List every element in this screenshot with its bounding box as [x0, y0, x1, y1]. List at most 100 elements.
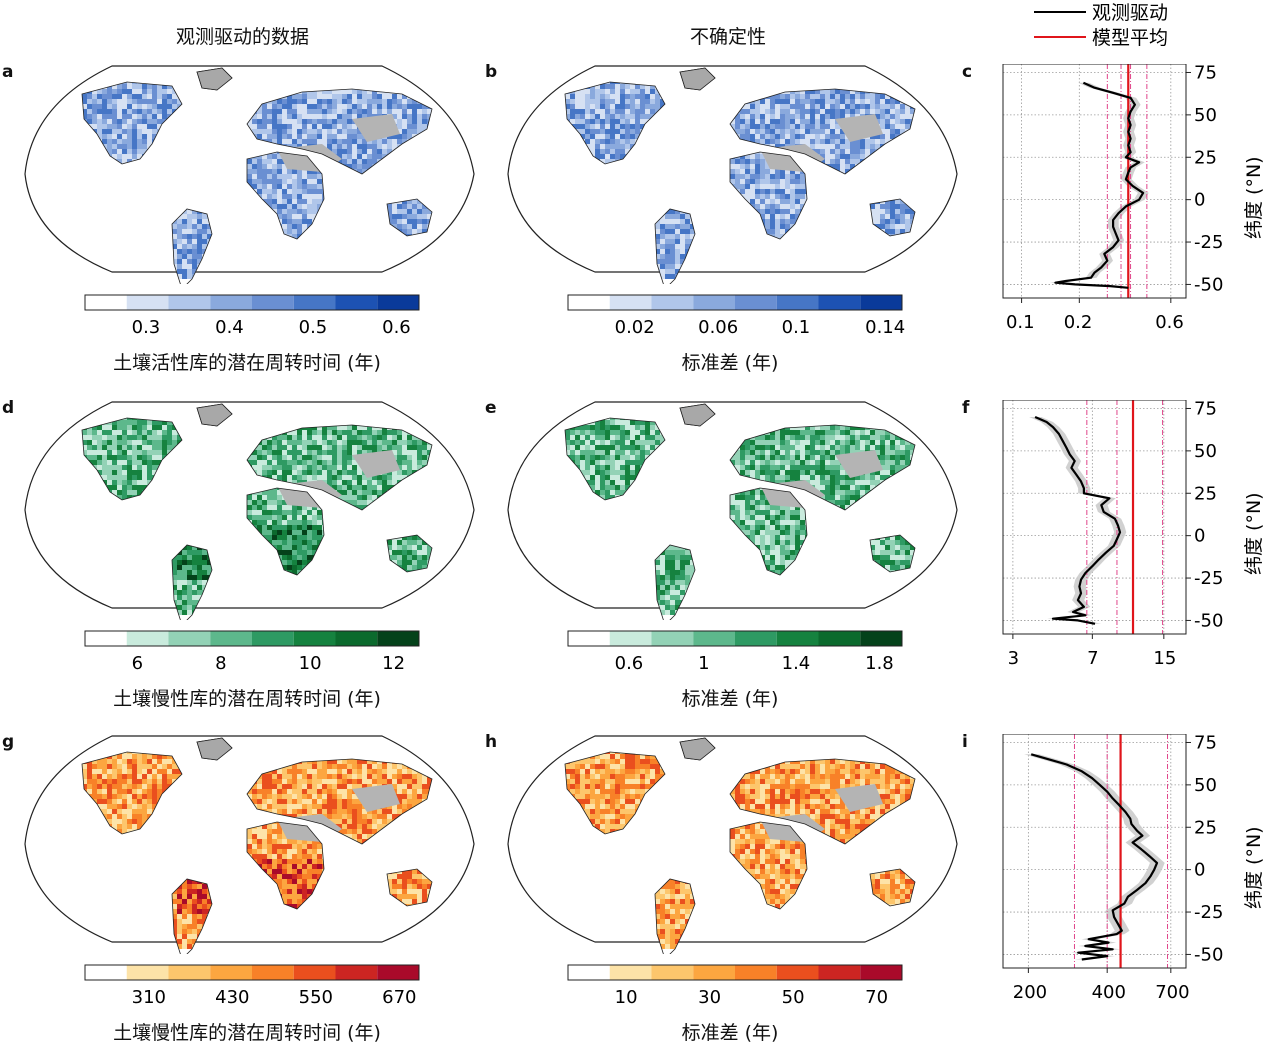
colorbar-tick: 0.6	[382, 317, 411, 335]
coastline	[729, 151, 808, 240]
colorbar-segment	[860, 631, 902, 646]
xtick-label: 3	[1008, 648, 1019, 669]
colorbar-e: 0.6 1 1.4 1.8	[567, 630, 903, 671]
colorbar-segment	[776, 965, 819, 980]
coastline	[171, 544, 213, 620]
colorbar-tick: 8	[215, 653, 226, 671]
ytick-label: -50	[1194, 944, 1223, 965]
plateau-mask	[352, 784, 400, 812]
map-a	[24, 65, 475, 284]
map-d	[24, 401, 475, 620]
colorbar-segment	[651, 631, 694, 646]
colorbar-segment	[335, 965, 378, 980]
colorbar-segment	[252, 965, 294, 980]
colorbar-segment	[210, 295, 252, 310]
colorbar-segment	[126, 631, 169, 646]
panel-label-h: h	[485, 732, 497, 752]
colorbar-segment	[293, 631, 336, 646]
coastline	[729, 424, 916, 511]
colorbar-segment	[818, 965, 861, 980]
xtick-label: 7	[1087, 648, 1098, 669]
colorbar-segment	[651, 965, 694, 980]
map-h	[507, 735, 958, 954]
column-title-uncertainty: 不确定性	[690, 22, 766, 49]
greenland-nodata	[196, 67, 233, 91]
ytick-label: 50	[1194, 441, 1217, 462]
coastline	[246, 88, 433, 175]
profile-i: 75 50 25 0 -25 -50 200 400 700 纬度 (°N)	[1002, 734, 1265, 1003]
colorbar-tick: 10	[299, 653, 322, 671]
coastline	[654, 208, 696, 284]
panel-label-e: e	[485, 398, 497, 418]
colorbar-segment	[860, 965, 902, 980]
colorbar-segment	[651, 295, 694, 310]
colorbar-a: 0.3 0.4 0.5 0.6	[84, 294, 420, 335]
colorbar-label-b: 标准差 (年)	[505, 348, 955, 375]
ytick-label: 25	[1194, 483, 1217, 504]
colorbar-label-a: 土壤活性库的潜在周转时间 (年)	[22, 348, 472, 375]
legend-observed-label: 观测驱动	[1092, 2, 1168, 24]
colorbar-tick: 1.4	[782, 653, 811, 671]
colorbar-segment	[693, 631, 735, 646]
colorbar-border	[84, 630, 420, 647]
colorbar-segment	[776, 631, 819, 646]
colorbar-segment	[735, 295, 777, 310]
map-g	[24, 735, 475, 954]
greenland-nodata	[196, 737, 233, 761]
uncertainty-band	[1050, 82, 1149, 288]
colorbar-tick: 6	[132, 653, 143, 671]
xtick-label: 200	[1013, 982, 1047, 1003]
colorbar-tick: 0.6	[615, 653, 644, 671]
ytick-label: -50	[1194, 610, 1223, 631]
panel-label-f: f	[962, 398, 969, 418]
colorbar-segment	[85, 965, 127, 980]
colorbar-border	[567, 294, 903, 311]
colorbar-tick: 10	[615, 987, 638, 1005]
colorbar-segment	[818, 631, 861, 646]
coastline	[81, 81, 183, 165]
colorbar-segment	[568, 295, 610, 310]
ytick-label: -25	[1194, 232, 1223, 253]
coastline	[246, 758, 433, 845]
map-b	[507, 65, 958, 284]
colorbar-tick: 430	[215, 987, 249, 1005]
colorbar-segment	[735, 631, 777, 646]
colorbar-tick: 1	[698, 653, 709, 671]
observed-line	[1054, 81, 1145, 289]
ytick-label: 50	[1194, 105, 1217, 126]
ytick-label: 75	[1194, 64, 1217, 83]
ytick-label: -50	[1194, 274, 1223, 295]
plateau-mask	[352, 114, 400, 142]
panel-label-b: b	[485, 62, 497, 82]
coastline	[729, 821, 808, 910]
plot-frame	[1002, 64, 1187, 299]
greenland-nodata	[196, 403, 233, 427]
plateau-mask	[835, 114, 883, 142]
ytick-label: 0	[1194, 860, 1205, 881]
plateau-mask	[835, 784, 883, 812]
coastline	[246, 151, 325, 240]
coastline	[246, 424, 433, 511]
ylabel: 纬度 (°N)	[1243, 826, 1265, 909]
colorbar-segment	[735, 965, 777, 980]
ytick-label: 50	[1194, 775, 1217, 796]
colorbar-b: 0.02 0.06 0.1 0.14	[567, 294, 905, 335]
colorbar-tick: 670	[382, 987, 416, 1005]
uncertainty-band	[1029, 417, 1127, 624]
ytick-label: -25	[1194, 568, 1223, 589]
plot-frame	[1002, 734, 1187, 969]
greenland-nodata	[679, 737, 716, 761]
colorbar-tick: 0.4	[215, 317, 244, 335]
coastline	[386, 534, 433, 573]
colorbar-segment	[776, 295, 819, 310]
coastline	[564, 751, 666, 835]
ytick-label: 75	[1194, 734, 1217, 753]
colorbar-segment	[335, 631, 378, 646]
colorbar-label-h: 标准差 (年)	[505, 1018, 955, 1045]
colorbar-segment	[568, 631, 610, 646]
coastline	[729, 88, 916, 175]
colorbar-segment	[85, 295, 127, 310]
panel-label-i: i	[962, 732, 968, 752]
coastline	[386, 198, 433, 237]
coastline	[246, 487, 325, 576]
